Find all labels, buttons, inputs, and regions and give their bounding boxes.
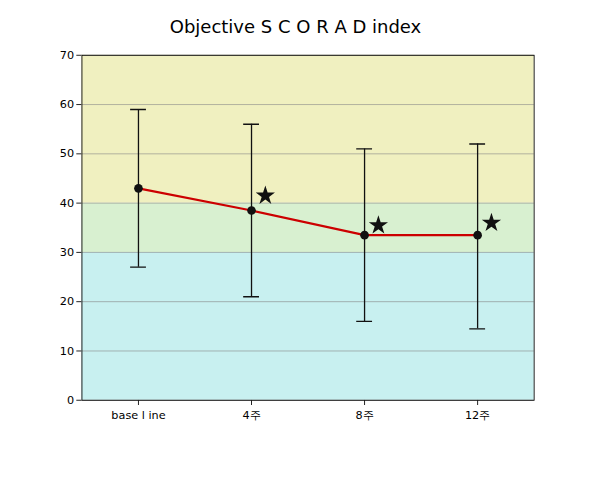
svg-text:60: 60 — [60, 98, 74, 111]
svg-text:20: 20 — [60, 295, 74, 308]
svg-text:base l ine: base l ine — [111, 409, 165, 422]
svg-text:0: 0 — [67, 394, 74, 407]
svg-text:40: 40 — [60, 197, 74, 210]
html-text:Objective S C O R A D index: Objective S C O R A D index — [169, 16, 422, 37]
svg-text:50: 50 — [60, 147, 74, 160]
svg-text:8주: 8주 — [355, 409, 373, 422]
svg-text:10: 10 — [60, 345, 74, 358]
svg-text:70: 70 — [60, 49, 74, 62]
svg-text:4주: 4주 — [242, 409, 260, 422]
svg-text:30: 30 — [60, 246, 74, 259]
svg-text:12주: 12주 — [465, 409, 490, 422]
